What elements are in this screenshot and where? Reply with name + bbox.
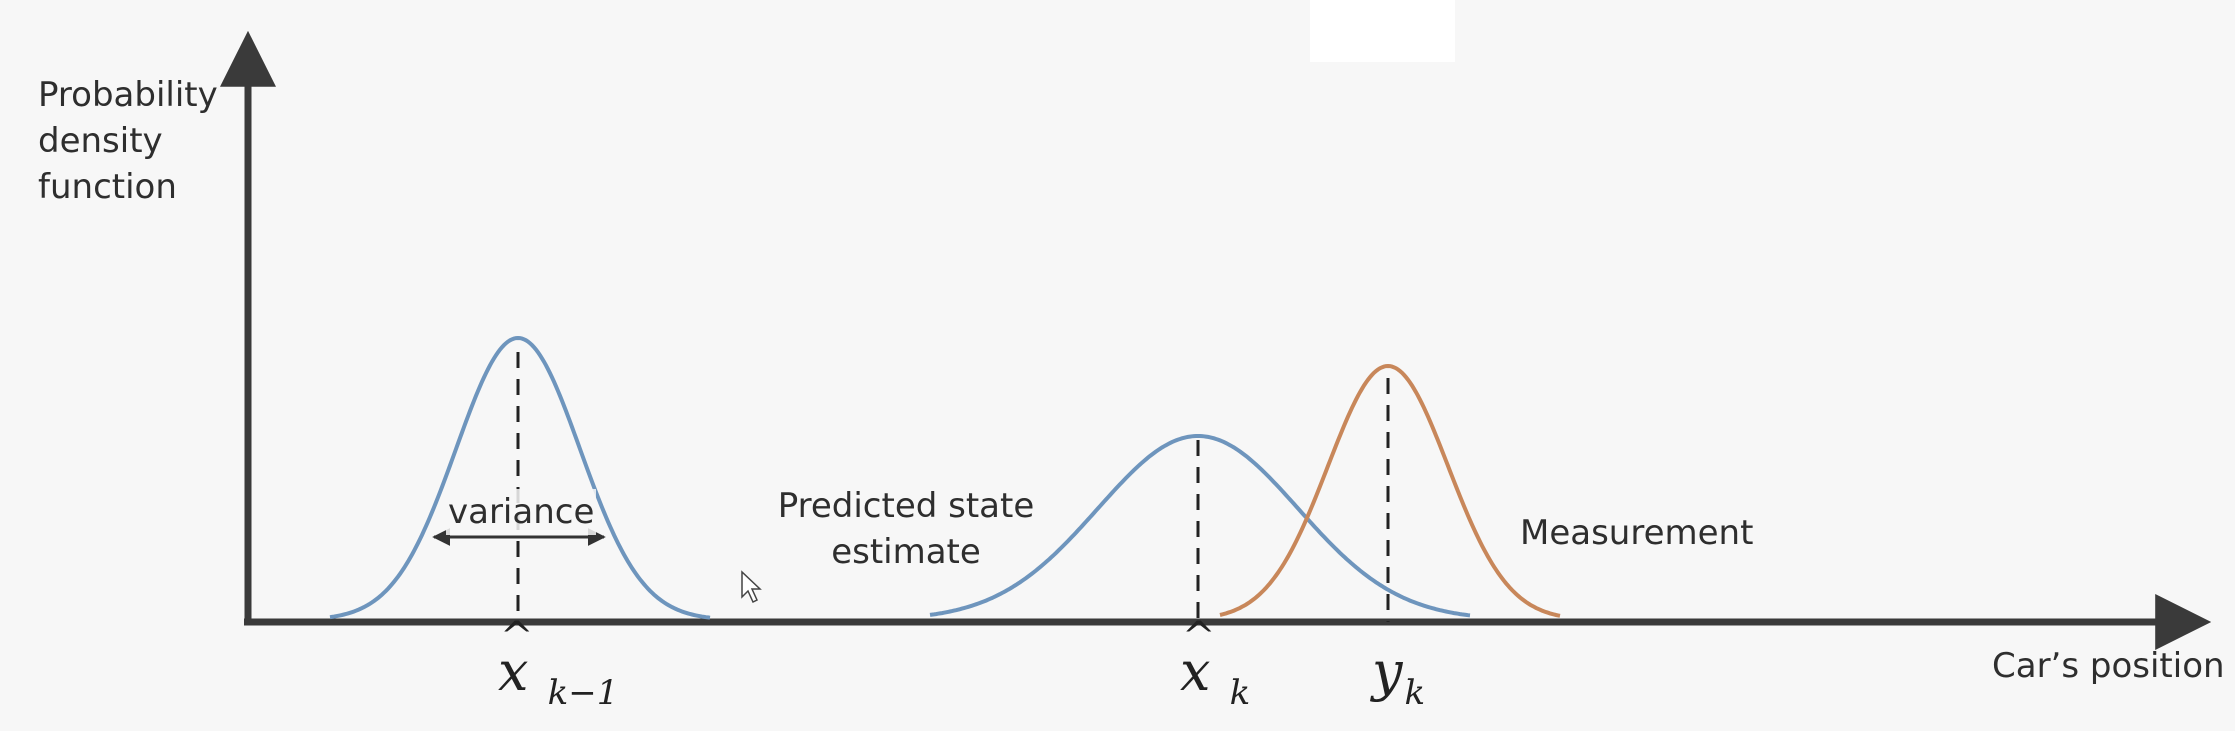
predicted-state-label-line-1: Predicted state [777,486,1035,526]
mouse-cursor-icon [741,570,762,604]
y-axis-label-line-1: Probability [38,75,218,115]
symbol-y-k: yk [1372,640,1425,713]
y-axis-label-line-3: function [38,167,177,207]
symbol-subscript: k−1 [547,673,619,713]
variance-label: variance [446,489,597,535]
measurement-curve [1219,363,1561,618]
y-axis-label-line-2: density [38,121,163,161]
measurement-label: Measurement [1520,513,1754,553]
symbol-subscript: k [1404,673,1426,713]
previous-estimate-curve [329,335,711,620]
symbol-base: x ^ [1180,614,1216,703]
symbol-base: y [1372,640,1403,703]
x-axis-label: Car’s position . [1992,646,2235,686]
hat-accent: ^ [1182,614,1216,660]
symbol-x-hat-k-minus-1: x ^ k−1 [498,614,618,713]
symbol-base: x ^ [498,614,534,703]
symbol-subscript: k [1229,673,1251,713]
y-axis-label: Probability density function [38,72,218,210]
symbol-x-hat-k: x ^ k [1180,614,1250,713]
screen-glare [1310,0,1455,62]
hat-accent: ^ [500,614,534,660]
predicted-state-label-line-2: estimate [831,532,981,572]
predicted-state-label: Predicted state estimate [776,483,1036,575]
predicted-estimate-curve [929,434,1471,618]
